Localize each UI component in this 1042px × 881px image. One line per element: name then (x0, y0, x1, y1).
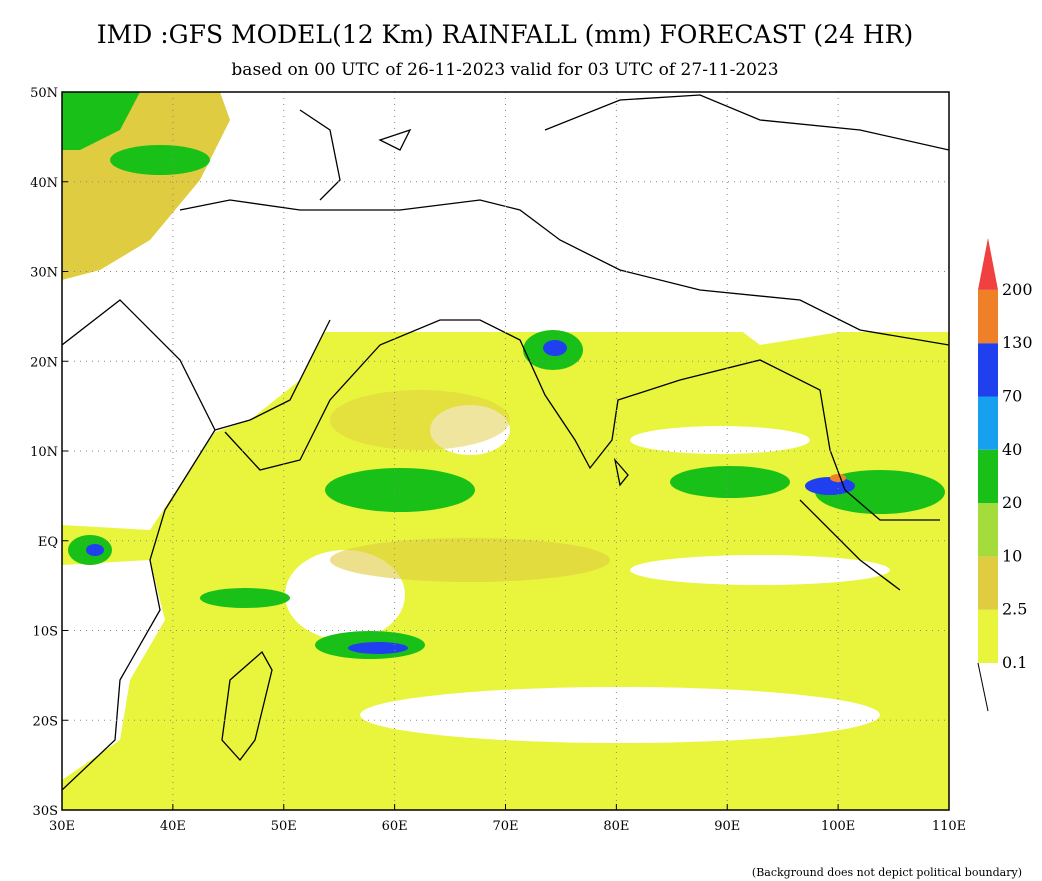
y-tick-label: 20N (30, 355, 58, 370)
y-tick-label: 10N (30, 445, 58, 460)
legend-swatch (978, 449, 998, 504)
legend-swatch (978, 609, 998, 663)
y-tick-label: EQ (38, 535, 58, 550)
title: IMD :GFS MODEL(12 Km) RAINFALL (mm) FORE… (97, 20, 913, 49)
y-tick-label: 50N (30, 86, 58, 101)
y-tick-label: 20S (33, 714, 58, 729)
x-tick-label: 100E (821, 819, 855, 834)
legend-swatch (978, 556, 998, 610)
legend: 0.1 2.5 10 20 40 70 130 200 (977, 237, 1033, 712)
legend-tail (977, 662, 989, 712)
legend-label: 20 (1002, 493, 1022, 512)
legend-swatch (978, 503, 998, 557)
legend-swatch (978, 289, 998, 344)
y-tick-label: 30N (30, 266, 58, 281)
x-tick-label: 30E (49, 819, 75, 834)
legend-swatch (978, 343, 998, 397)
legend-label: 2.5 (1002, 600, 1027, 619)
subtitle: based on 00 UTC of 26-11-2023 valid for … (231, 60, 778, 80)
x-tick-label: 110E (932, 819, 966, 834)
footnote: (Background does not depict political bo… (752, 866, 1022, 879)
y-tick-label: 30S (33, 804, 58, 819)
legend-arrow (978, 237, 998, 290)
y-tick-label: 10S (33, 625, 58, 640)
x-tick-label: 80E (603, 819, 629, 834)
legend-label: 130 (1002, 333, 1033, 352)
x-tick-label: 40E (160, 819, 186, 834)
x-tick-label: 50E (271, 819, 297, 834)
legend-label: 40 (1002, 440, 1022, 459)
legend-swatch (978, 396, 998, 450)
map-field (62, 92, 949, 810)
x-tick-label: 70E (492, 819, 518, 834)
axes: 30E 40E 50E 60E 70E 80E 90E 100E 110E 50N 40N 30N 20… (30, 86, 966, 834)
x-tick-label: 90E (714, 819, 740, 834)
legend-label: 10 (1002, 546, 1022, 565)
x-tick-label: 60E (382, 819, 408, 834)
legend-label: 70 (1002, 387, 1022, 406)
legend-label: 0.1 (1002, 653, 1027, 672)
legend-label: 200 (1002, 280, 1033, 299)
y-tick-label: 40N (30, 176, 58, 191)
